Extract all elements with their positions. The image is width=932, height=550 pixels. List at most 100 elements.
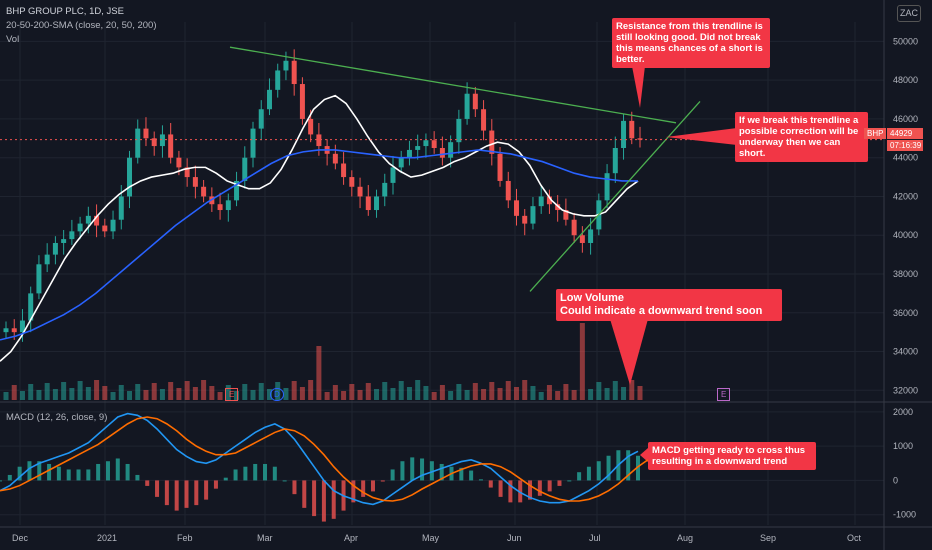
volume-bar bbox=[168, 382, 174, 400]
sma50-line bbox=[0, 149, 638, 341]
macd-histogram-bar bbox=[125, 463, 130, 481]
candle-body bbox=[250, 128, 256, 158]
volume-bar bbox=[456, 384, 462, 400]
volume-bar bbox=[612, 381, 618, 400]
candle-body bbox=[127, 157, 133, 197]
time-tick-label: Oct bbox=[847, 533, 862, 543]
volume-bar bbox=[127, 391, 133, 400]
macd-histogram-bar bbox=[567, 480, 572, 482]
macd-histogram-bar bbox=[390, 469, 395, 481]
macd-tick-label: 0 bbox=[893, 475, 898, 485]
volume-bar bbox=[19, 391, 25, 400]
volume-bar bbox=[555, 391, 561, 400]
volume-bar bbox=[242, 384, 248, 400]
macd-legend[interactable]: MACD (12, 26, close, 9) bbox=[6, 412, 108, 423]
candle-body bbox=[201, 186, 207, 197]
volume-bar bbox=[308, 380, 314, 400]
volume-bar bbox=[621, 387, 627, 400]
macd-histogram-bar bbox=[76, 469, 81, 481]
candle-body bbox=[19, 320, 25, 333]
candle-body bbox=[332, 153, 338, 164]
volume-bar bbox=[316, 346, 322, 400]
macd-histogram-bar bbox=[282, 480, 287, 482]
volume-bar bbox=[629, 380, 635, 400]
volume-bar bbox=[324, 392, 330, 400]
dividend-marker[interactable]: D bbox=[270, 388, 284, 401]
time-tick-label: 2021 bbox=[97, 533, 117, 543]
macd-histogram-bar bbox=[86, 469, 91, 481]
time-tick-label: Jul bbox=[589, 533, 601, 543]
macd-histogram-bar bbox=[469, 470, 474, 481]
macd-histogram-bar bbox=[400, 461, 405, 481]
volume-bar bbox=[102, 386, 108, 400]
currency-badge[interactable]: ZAC bbox=[897, 5, 921, 22]
volume-bar bbox=[588, 389, 594, 400]
candle-body bbox=[299, 84, 305, 119]
macd-histogram-bar bbox=[351, 480, 356, 503]
volume-bar bbox=[341, 391, 347, 400]
volume-bar bbox=[382, 382, 388, 400]
candle-body bbox=[398, 157, 404, 168]
resistance-note: Resistance from this trendline is still … bbox=[612, 18, 770, 68]
candle-body bbox=[530, 206, 536, 224]
volume-bar bbox=[497, 388, 503, 400]
price-tick-label: 48000 bbox=[893, 75, 918, 85]
price-tick-label: 42000 bbox=[893, 191, 918, 201]
macd-histogram-bar bbox=[263, 463, 268, 481]
volume-bar bbox=[143, 390, 149, 400]
macd-histogram-bar bbox=[596, 461, 601, 481]
macd-histogram-bar bbox=[115, 458, 120, 481]
sma-legend[interactable]: 20-50-200-SMA (close, 20, 50, 200) bbox=[6, 20, 157, 31]
volume-bar bbox=[151, 383, 157, 400]
macd-histogram-bar bbox=[508, 480, 513, 503]
candle-body bbox=[192, 177, 198, 187]
time-tick-label: Apr bbox=[344, 533, 358, 543]
volume-bar bbox=[159, 389, 165, 400]
macd-line bbox=[0, 412, 639, 506]
volume-bar bbox=[11, 385, 17, 400]
candle-body bbox=[415, 146, 421, 150]
volume-legend[interactable]: Vol bbox=[6, 34, 20, 45]
candle-body bbox=[308, 118, 314, 135]
volume-bar bbox=[374, 389, 380, 400]
macd-tick-label: -1000 bbox=[893, 510, 916, 520]
signal-line bbox=[0, 416, 649, 502]
price-tick-label: 38000 bbox=[893, 269, 918, 279]
volume-bar bbox=[283, 388, 289, 400]
candle-body bbox=[143, 128, 149, 139]
volume-bar bbox=[36, 390, 42, 400]
candle-body bbox=[291, 60, 297, 85]
volume-bar bbox=[546, 385, 552, 400]
macd-histogram-bar bbox=[164, 480, 169, 506]
resistance-arrow bbox=[632, 66, 645, 108]
volume-bar bbox=[398, 381, 404, 400]
macd-histogram-bar bbox=[518, 480, 523, 503]
candle-body bbox=[135, 128, 141, 158]
macd-histogram-bar bbox=[321, 480, 326, 522]
upcoming-earnings-marker[interactable]: E bbox=[717, 388, 731, 401]
candle-body bbox=[159, 134, 165, 147]
macd-histogram-bar bbox=[233, 469, 238, 481]
candle-body bbox=[168, 134, 174, 158]
macd-histogram-bar bbox=[204, 480, 209, 500]
volume-bar bbox=[349, 384, 355, 400]
candle-body bbox=[456, 118, 462, 143]
volume-bar bbox=[291, 381, 297, 400]
candle-body bbox=[28, 293, 34, 321]
candle-body bbox=[69, 231, 75, 240]
candle-body bbox=[102, 225, 108, 232]
volume-bar bbox=[481, 389, 487, 400]
volume-bar bbox=[439, 385, 445, 400]
macd-histogram-bar bbox=[66, 469, 71, 481]
candle-body bbox=[571, 219, 577, 236]
volume-bar bbox=[52, 389, 58, 400]
macd-histogram-bar bbox=[537, 480, 542, 496]
candle-body bbox=[44, 254, 50, 265]
volume-bar bbox=[217, 392, 223, 400]
macd-histogram-bar bbox=[96, 463, 101, 481]
time-tick-label: Mar bbox=[257, 533, 273, 543]
earnings-marker[interactable]: E bbox=[225, 388, 239, 401]
volume-arrow bbox=[610, 319, 648, 385]
volume-bar bbox=[522, 380, 528, 400]
